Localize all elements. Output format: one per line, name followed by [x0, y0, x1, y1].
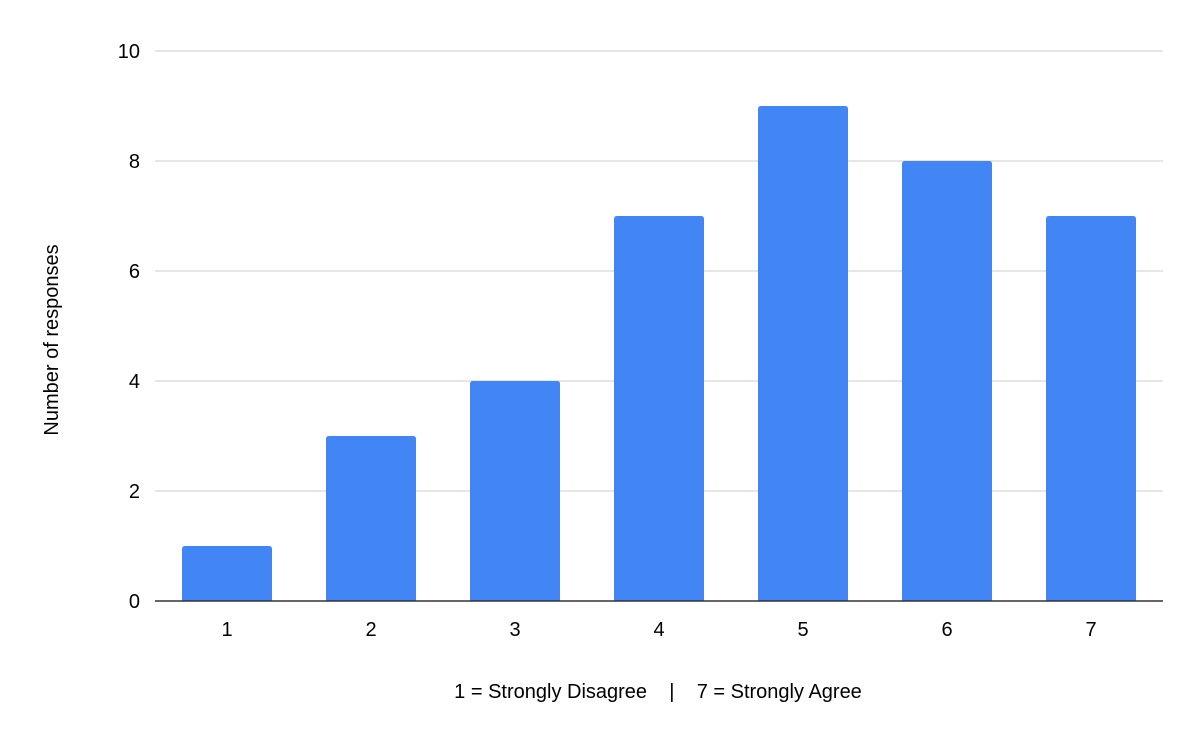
x-tick-label: 4 — [653, 619, 664, 641]
y-tick-label: 0 — [129, 591, 140, 613]
x-tick-label: 1 — [221, 619, 232, 641]
x-tick-label: 5 — [797, 619, 808, 641]
y-tick-label: 4 — [129, 371, 140, 393]
bars — [182, 106, 1136, 601]
y-tick-label: 8 — [129, 151, 140, 173]
bar-3 — [470, 381, 560, 601]
y-tick-label: 2 — [129, 481, 140, 503]
x-tick-label: 2 — [365, 619, 376, 641]
x-axis-title: 1 = Strongly Disagree | 7 = Strongly Agr… — [454, 681, 862, 703]
x-tick-labels: 1 2 3 4 5 6 7 — [221, 619, 1096, 641]
y-tick-label: 6 — [129, 261, 140, 283]
y-tick-labels: 0 2 4 6 8 10 — [118, 41, 140, 613]
bar-4 — [614, 216, 704, 601]
x-tick-label: 6 — [941, 619, 952, 641]
bar-2 — [326, 436, 416, 601]
bar-1 — [182, 546, 272, 601]
x-tick-label: 3 — [509, 619, 520, 641]
bar-6 — [902, 161, 992, 601]
y-tick-label: 10 — [118, 41, 140, 63]
bar-7 — [1046, 216, 1136, 601]
bar-5 — [758, 106, 848, 601]
x-tick-label: 7 — [1085, 619, 1096, 641]
y-axis-title: Number of responses — [41, 244, 63, 435]
